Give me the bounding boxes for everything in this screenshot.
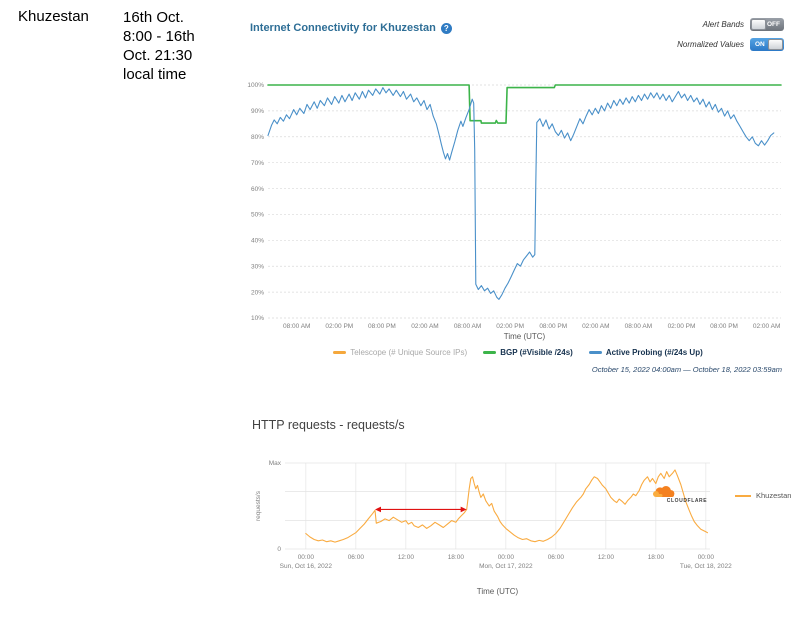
- region-label: Khuzestan: [18, 8, 89, 25]
- ioda-legend: Telescope (# Unique Source IPs) BGP (#Vi…: [240, 348, 796, 357]
- svg-text:08:00 AM: 08:00 AM: [454, 323, 481, 330]
- svg-text:0: 0: [277, 546, 281, 553]
- cloudflare-cloud-icon: [653, 486, 675, 497]
- svg-text:50%: 50%: [251, 212, 264, 219]
- svg-text:00:00: 00:00: [498, 554, 515, 561]
- svg-text:06:00: 06:00: [348, 554, 365, 561]
- legend-item-active-probing[interactable]: Active Probing (#/24s Up): [588, 348, 703, 357]
- svg-text:30%: 30%: [251, 263, 264, 270]
- svg-text:02:00 AM: 02:00 AM: [411, 323, 438, 330]
- svg-text:Sun, Oct 16, 2022: Sun, Oct 16, 2022: [280, 563, 333, 570]
- svg-text:08:00 AM: 08:00 AM: [283, 323, 310, 330]
- normalized-values-state: ON: [755, 41, 765, 48]
- ioda-chart-title: Internet Connectivity for Khuzestan: [250, 22, 436, 34]
- svg-text:Tue, Oct 18, 2022: Tue, Oct 18, 2022: [680, 563, 732, 570]
- cloudflare-panel: HTTP requests - requests/s Max 0 00:00 Sun,…: [252, 418, 792, 597]
- alert-bands-state: OFF: [767, 21, 780, 28]
- svg-text:100%: 100%: [247, 82, 264, 89]
- toggle-knob: [768, 39, 783, 50]
- svg-text:02:00 PM: 02:00 PM: [668, 323, 696, 330]
- help-icon[interactable]: ?: [440, 22, 452, 34]
- svg-text:02:00 PM: 02:00 PM: [325, 323, 353, 330]
- legend-label: BGP (#Visible /24s): [500, 348, 573, 357]
- svg-text:18:00: 18:00: [648, 554, 665, 561]
- cloudflare-logo: CLOUDFLARE: [650, 485, 724, 504]
- svg-text:90%: 90%: [251, 108, 264, 115]
- ioda-panel: Internet Connectivity for Khuzestan ? Al…: [240, 14, 796, 374]
- svg-text:Max: Max: [269, 460, 282, 467]
- active-probing-marker-icon: [588, 351, 602, 354]
- svg-text:02:00 PM: 02:00 PM: [496, 323, 524, 330]
- svg-text:10%: 10%: [251, 315, 264, 322]
- svg-text:00:00: 00:00: [298, 554, 315, 561]
- svg-text:80%: 80%: [251, 134, 264, 141]
- http-requests-chart[interactable]: Max 0 00:00 Sun, Oct 16, 2022 06:00 12:00 18:0…: [252, 447, 792, 597]
- svg-text:06:00: 06:00: [548, 554, 565, 561]
- svg-text:12:00: 12:00: [398, 554, 415, 561]
- svg-text:60%: 60%: [251, 186, 264, 193]
- cf-legend-khuzestan[interactable]: Khuzestan: [735, 491, 791, 500]
- cf-legend-label: Khuzestan: [756, 491, 792, 500]
- connectivity-chart[interactable]: 100% 90% 80% 70% 60% 50% 40% 30% 20% 10% 08:00 AM 0…: [240, 70, 796, 342]
- normalized-values-label: Normalized Values: [677, 40, 744, 49]
- svg-text:40%: 40%: [251, 238, 264, 245]
- svg-text:requests/s: requests/s: [255, 490, 262, 521]
- cloudflare-logo-text: CLOUDFLARE: [666, 498, 708, 504]
- svg-text:02:00 AM: 02:00 AM: [582, 323, 609, 330]
- time-note: 16th Oct. 8:00 - 16th Oct. 21:30 local t…: [123, 9, 195, 84]
- svg-text:08:00 PM: 08:00 PM: [710, 323, 738, 330]
- ioda-header: Internet Connectivity for Khuzestan ? Al…: [240, 14, 796, 70]
- toggle-knob: [751, 19, 766, 30]
- svg-text:08:00 PM: 08:00 PM: [539, 323, 567, 330]
- alert-bands-toggle[interactable]: OFF: [750, 18, 784, 31]
- cf-chart-title: HTTP requests - requests/s: [252, 418, 405, 432]
- alert-bands-label: Alert Bands: [702, 20, 744, 29]
- legend-item-bgp[interactable]: BGP (#Visible /24s): [483, 348, 573, 357]
- toggle-group: Alert Bands OFF Normalized Values ON: [677, 18, 784, 58]
- svg-text:18:00: 18:00: [448, 554, 465, 561]
- khuzestan-line-swatch: [735, 494, 751, 497]
- svg-text:08:00 AM: 08:00 AM: [625, 323, 652, 330]
- svg-text:Mon, Oct 17, 2022: Mon, Oct 17, 2022: [479, 563, 533, 570]
- svg-text:00:00: 00:00: [698, 554, 715, 561]
- legend-label: Active Probing (#/24s Up): [605, 348, 703, 357]
- svg-text:02:00 AM: 02:00 AM: [753, 323, 780, 330]
- svg-text:12:00: 12:00: [598, 554, 615, 561]
- svg-text:20%: 20%: [251, 289, 264, 296]
- svg-text:Time (UTC): Time (UTC): [477, 587, 519, 596]
- bgp-marker-icon: [483, 351, 497, 354]
- legend-label: Telescope (# Unique Source IPs): [350, 348, 468, 357]
- svg-text:70%: 70%: [251, 160, 264, 167]
- normalized-values-toggle[interactable]: ON: [750, 38, 784, 51]
- telescope-marker-icon: [333, 351, 347, 354]
- legend-item-telescope[interactable]: Telescope (# Unique Source IPs): [333, 348, 467, 357]
- svg-text:Time (UTC): Time (UTC): [504, 332, 546, 341]
- svg-text:08:00 PM: 08:00 PM: [368, 323, 396, 330]
- date-range: October 15, 2022 04:00am — October 18, 2…: [591, 365, 782, 374]
